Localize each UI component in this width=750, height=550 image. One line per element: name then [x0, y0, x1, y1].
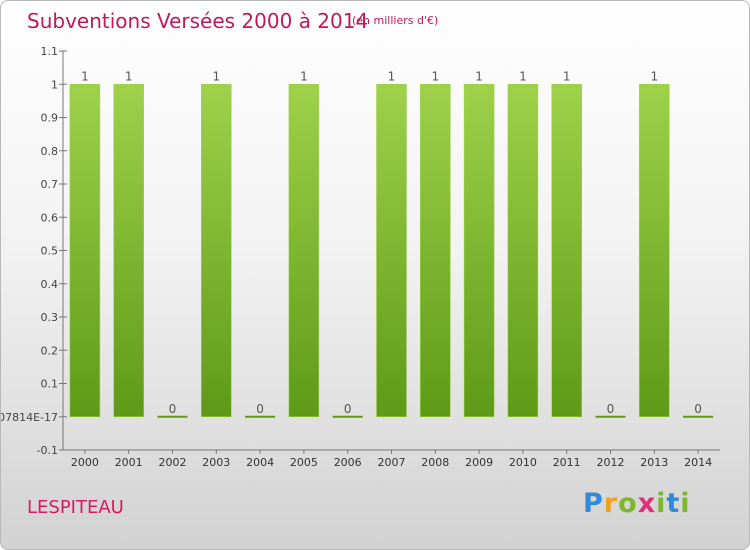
y-tick-label: 1	[51, 78, 58, 91]
x-tick-label: 2005	[290, 456, 318, 469]
y-tick-label: 0.2	[41, 344, 59, 357]
x-tick-label: 2002	[159, 456, 187, 469]
bar	[463, 84, 495, 417]
bar-value-label: 0	[344, 402, 352, 416]
x-tick-label: 2003	[202, 456, 230, 469]
bar	[683, 415, 714, 418]
logo-letter: o	[618, 488, 638, 519]
y-tick-label: 0.8	[41, 145, 59, 158]
logo-letter: t	[666, 488, 681, 519]
x-tick-label: 2009	[465, 456, 493, 469]
x-tick-label: 2011	[553, 456, 581, 469]
x-tick-label: 2008	[421, 456, 449, 469]
bar-value-label: 1	[519, 69, 527, 83]
x-tick-label: 2012	[597, 456, 625, 469]
logo-letter: i	[656, 488, 667, 519]
bars-layer: 1 1 0 1 0 1 0 1 1 1 1 1 0 1 0	[69, 69, 714, 418]
bar	[245, 415, 276, 418]
x-tick-label: 2004	[246, 456, 274, 469]
x-tick-label: 2010	[509, 456, 537, 469]
chart-title: Subventions Versées 2000 à 2014	[27, 9, 369, 33]
x-tick-label: 2006	[334, 456, 362, 469]
bar-value-label: 0	[169, 402, 177, 416]
bar	[69, 84, 101, 417]
y-tick-label: 0.5	[41, 245, 59, 258]
logo-letter: i	[680, 488, 691, 519]
bar-value-label: 0	[694, 402, 702, 416]
bar-value-label: 1	[125, 69, 133, 83]
bar-value-label: 1	[431, 69, 439, 83]
bar	[288, 84, 320, 417]
y-tick-label: 1.1	[41, 45, 59, 58]
bar	[420, 84, 451, 417]
y-tick-label: 0.7	[41, 178, 59, 191]
proxiti-logo: Proxiti	[583, 488, 691, 519]
y-tick-label: 0.3	[41, 311, 59, 324]
bar-value-label: 1	[300, 69, 308, 83]
bar-value-label: 1	[212, 69, 220, 83]
logo-letter: P	[583, 488, 604, 519]
x-tick-label: 2001	[115, 456, 143, 469]
x-tick-label: 2013	[640, 456, 668, 469]
bar-value-label: 0	[607, 402, 615, 416]
bar	[595, 415, 626, 418]
axis-layer: -0.1 1.3877787807814E-17 0.1 0.2 0.3 0.4 0.5 0.…	[1, 45, 720, 469]
y-tick-label: 1.3877787807814E-17	[1, 411, 58, 424]
bar	[551, 84, 582, 417]
bar-value-label: 1	[650, 69, 658, 83]
bar	[507, 84, 539, 417]
bar-value-label: 1	[475, 69, 483, 83]
bar-value-label: 1	[388, 69, 396, 83]
bar	[639, 84, 670, 417]
y-tick-label: 0.6	[41, 211, 59, 224]
bar-value-label: 1	[563, 69, 571, 83]
commune-name: LESPITEAU	[27, 497, 124, 518]
bar	[376, 84, 407, 417]
bar	[113, 84, 144, 417]
bar	[332, 415, 363, 418]
y-tick-label: 0.4	[41, 278, 59, 291]
bar-value-label: 0	[256, 402, 264, 416]
bar-value-label: 1	[81, 69, 89, 83]
x-tick-label: 2007	[378, 456, 406, 469]
logo-letter: r	[603, 488, 619, 519]
y-tick-label: 0.1	[41, 378, 59, 391]
x-tick-label: 2000	[71, 456, 99, 469]
bar	[201, 84, 232, 417]
x-tick-label: 2014	[684, 456, 712, 469]
logo-letter: x	[637, 488, 657, 519]
unit-note: (en milliers d'€)	[352, 14, 439, 27]
bar	[157, 415, 188, 418]
y-tick-label: 0.9	[41, 112, 59, 125]
y-tick-label: -0.1	[37, 444, 58, 457]
